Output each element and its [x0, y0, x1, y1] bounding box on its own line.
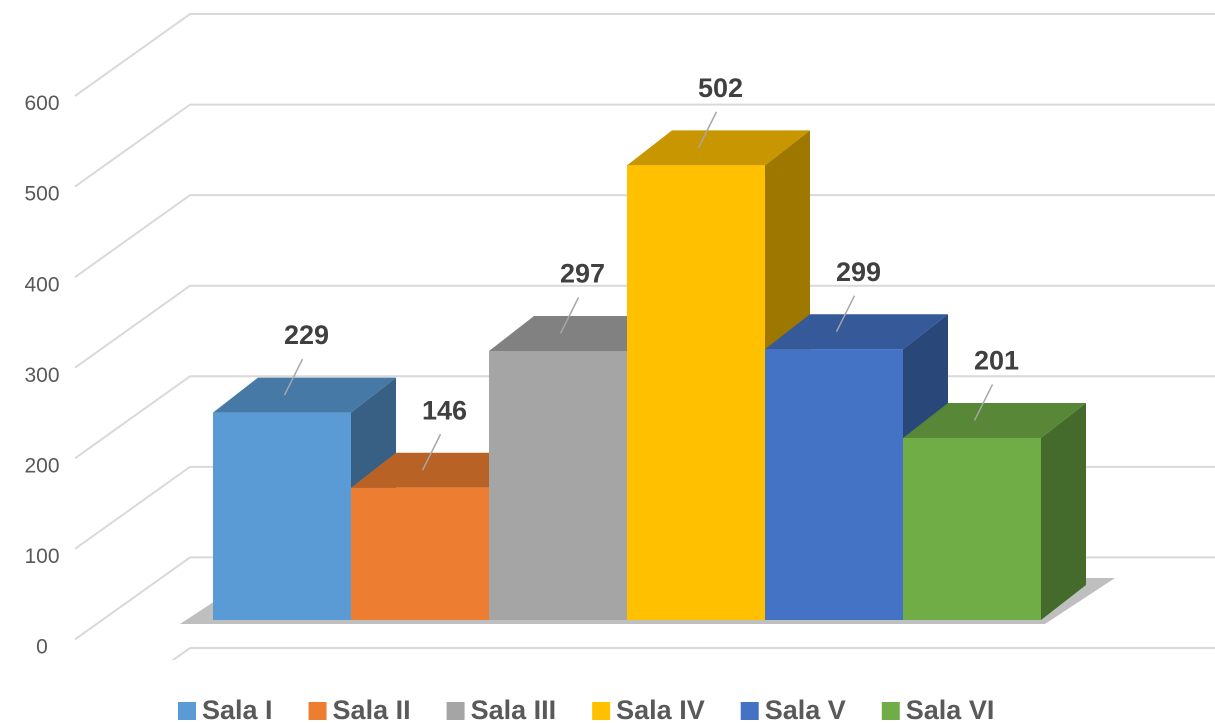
- bar-top: [903, 402, 1086, 438]
- bar-top: [351, 452, 534, 488]
- legend-swatch: [446, 702, 465, 720]
- leader-line: [973, 384, 994, 421]
- bar-front: [627, 165, 765, 620]
- y-tick-label: 400: [24, 273, 59, 296]
- value-label: 299: [836, 257, 881, 287]
- bar-top: [489, 316, 672, 352]
- leader-line: [421, 433, 442, 471]
- grid-line: [74, 284, 1215, 369]
- y-tick-label: 300: [24, 364, 59, 387]
- bar-front: [351, 487, 489, 620]
- legend-label: Sala II: [333, 695, 411, 723]
- bar-top: [213, 377, 396, 413]
- legend-label: Sala III: [471, 695, 557, 723]
- y-tick-label: 500: [24, 183, 59, 206]
- bar: [213, 377, 396, 620]
- legend-label: Sala VI: [906, 695, 995, 723]
- legend-swatch: [178, 702, 196, 720]
- bar-front: [489, 351, 627, 620]
- grid-line: [74, 103, 1215, 188]
- value-label: 229: [284, 320, 329, 350]
- legend-swatch: [308, 702, 327, 720]
- value-label: 502: [698, 73, 743, 103]
- legend-label: Sala V: [765, 695, 846, 723]
- legend-swatch: [740, 702, 759, 720]
- legend-label: Sala IV: [616, 695, 705, 723]
- leader-line: [559, 297, 580, 334]
- grid-line: [74, 13, 1215, 97]
- y-tick-label: 100: [24, 545, 59, 568]
- value-label: 201: [974, 346, 1019, 376]
- grid-line: [74, 194, 1215, 278]
- leader-line: [283, 358, 304, 396]
- legend: Sala I Sala II Sala III Sala IV Sala V Sala V…: [178, 695, 994, 723]
- value-label: 297: [560, 259, 605, 289]
- bar-side: [1041, 402, 1086, 620]
- bar: [903, 402, 1086, 620]
- leader-line: [697, 111, 718, 149]
- y-tick-label: 0: [36, 636, 48, 659]
- legend-swatch: [592, 702, 611, 720]
- legend-swatch: [881, 702, 900, 720]
- legend-label: Sala I: [202, 695, 273, 723]
- bars: 229 146 297 502 299 201: [180, 73, 1115, 624]
- bar-top: [627, 130, 810, 166]
- value-label: 146: [422, 395, 467, 425]
- bar-front: [213, 412, 351, 620]
- y-tick-label: 600: [24, 92, 59, 115]
- bar-front: [903, 437, 1041, 620]
- bar-front: [765, 349, 903, 620]
- bar-top: [765, 314, 948, 350]
- y-tick-label: 200: [24, 454, 59, 477]
- leader-line: [835, 295, 856, 333]
- grid-line: [171, 647, 1215, 660]
